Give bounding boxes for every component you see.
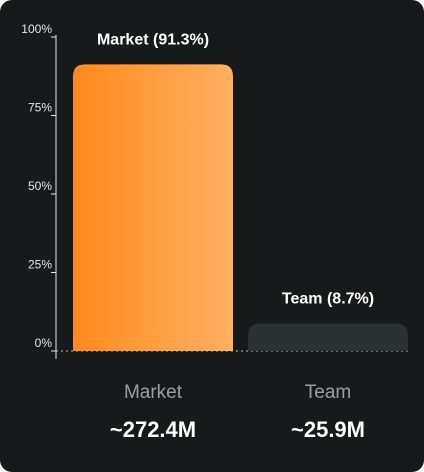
bar-market: [73, 64, 233, 352]
y-tick-label: 50%: [28, 179, 52, 193]
y-tick-label: 75%: [28, 101, 52, 115]
y-tick-label: 25%: [28, 258, 52, 272]
category-label: Team: [305, 382, 351, 403]
category-amount: ~25.9M: [291, 417, 365, 442]
y-tick-label: 100%: [21, 22, 52, 36]
y-tick-label: 0%: [35, 336, 53, 350]
category-amount: ~272.4M: [110, 417, 196, 442]
bar-team: [248, 323, 408, 351]
bar-value-label: Market (91.3%): [97, 31, 209, 48]
bar-value-label: Team (8.7%): [282, 291, 374, 308]
category-label: Market: [124, 382, 183, 403]
